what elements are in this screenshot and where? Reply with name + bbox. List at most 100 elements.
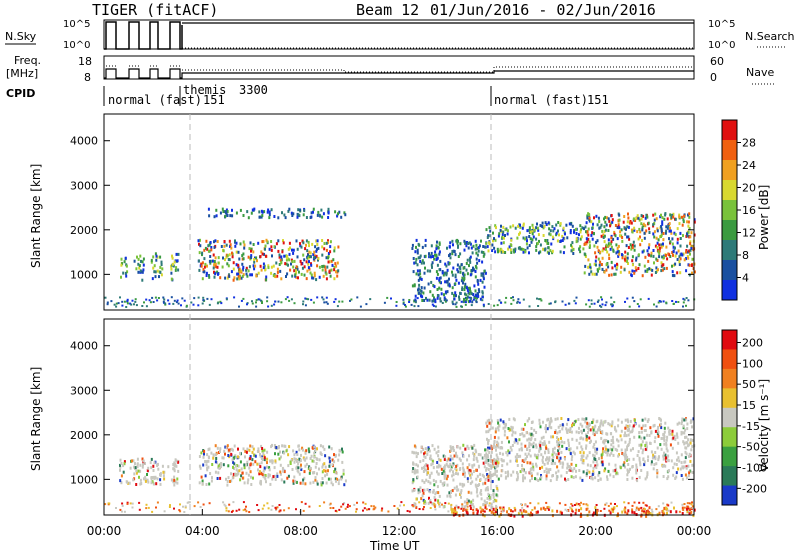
data-cell [506,436,509,440]
data-cell [643,231,646,235]
data-cell [495,465,498,469]
data-cell [312,459,315,463]
data-cell [538,298,541,301]
data-cell [680,422,683,426]
velocity-plot-area [104,319,694,515]
data-cell [444,290,447,294]
data-cell [508,417,511,421]
data-cell [287,464,290,468]
data-cell [238,257,241,261]
data-cell [159,265,162,269]
data-cell [550,435,553,439]
data-cell [681,420,683,424]
data-cell [438,242,441,246]
data-cell [170,277,173,281]
data-cell [656,428,659,432]
data-cell [333,249,336,253]
data-cell [434,305,437,308]
data-cell [663,442,666,446]
data-cell [629,448,632,452]
nsky-tick-right-top: 10^5 [708,19,735,30]
data-cell [329,502,332,505]
data-cell [687,224,690,228]
data-cell [487,478,490,482]
data-cell [605,247,607,251]
data-cell [273,466,276,470]
data-cell [594,440,597,444]
data-cell [185,304,188,307]
data-cell [683,418,686,422]
data-cell [123,260,126,264]
data-cell [122,271,125,275]
data-cell [665,225,668,229]
data-cell [245,505,247,508]
data-cell [545,223,548,226]
data-cell [247,478,250,482]
data-cell [121,504,124,507]
data-cell [219,300,222,303]
data-cell [654,429,657,433]
data-cell [290,211,293,215]
data-cell [245,268,248,272]
data-cell [242,265,245,269]
data-cell [271,254,273,258]
data-cell [528,305,531,308]
data-cell [482,254,485,258]
data-cell [575,430,578,434]
data-cell [312,301,315,304]
data-cell [616,262,618,266]
data-cell [435,255,438,259]
data-cell [265,275,268,279]
data-cell [468,296,471,299]
data-cell [202,503,205,506]
data-cell [465,504,468,507]
data-cell [662,238,665,242]
data-cell [578,504,581,507]
data-cell [343,502,346,505]
data-cell [580,429,583,433]
data-cell [270,248,273,252]
data-cell [508,440,510,444]
data-cell [279,509,282,512]
data-cell [481,508,484,512]
data-cell [633,501,636,504]
data-cell [294,479,297,483]
data-cell [202,455,205,459]
data-cell [469,242,472,246]
data-cell [628,437,631,441]
data-cell [208,259,211,263]
data-cell [545,446,548,450]
data-cell [455,511,458,515]
data-cell [334,210,337,214]
data-cell [591,426,594,430]
data-cell [524,504,527,507]
data-cell [446,246,448,250]
data-cell [577,431,580,435]
data-cell [593,232,595,236]
data-cell [559,222,562,226]
data-cell [448,465,450,469]
data-cell [475,294,478,298]
power-plot-area [104,114,694,310]
data-cell [613,506,616,510]
data-cell [462,443,465,447]
data-cell [146,478,149,482]
data-cell [609,222,612,226]
data-cell [500,224,502,228]
data-cell [653,303,655,306]
data-cell [546,461,549,465]
data-cell [433,257,436,261]
data-cell [688,212,691,216]
data-cell [558,459,561,463]
data-cell [645,511,648,515]
data-cell [671,251,674,254]
data-cell [624,418,627,422]
data-cell [310,454,313,458]
data-cell [595,460,598,464]
data-cell [469,260,472,264]
data-cell [674,233,677,237]
data-cell [608,253,610,257]
nsky-panel: N.Sky 10^5 10^0 10^5 10^0 N.Search [5,19,795,51]
data-cell [626,445,629,449]
data-cell [486,501,488,505]
